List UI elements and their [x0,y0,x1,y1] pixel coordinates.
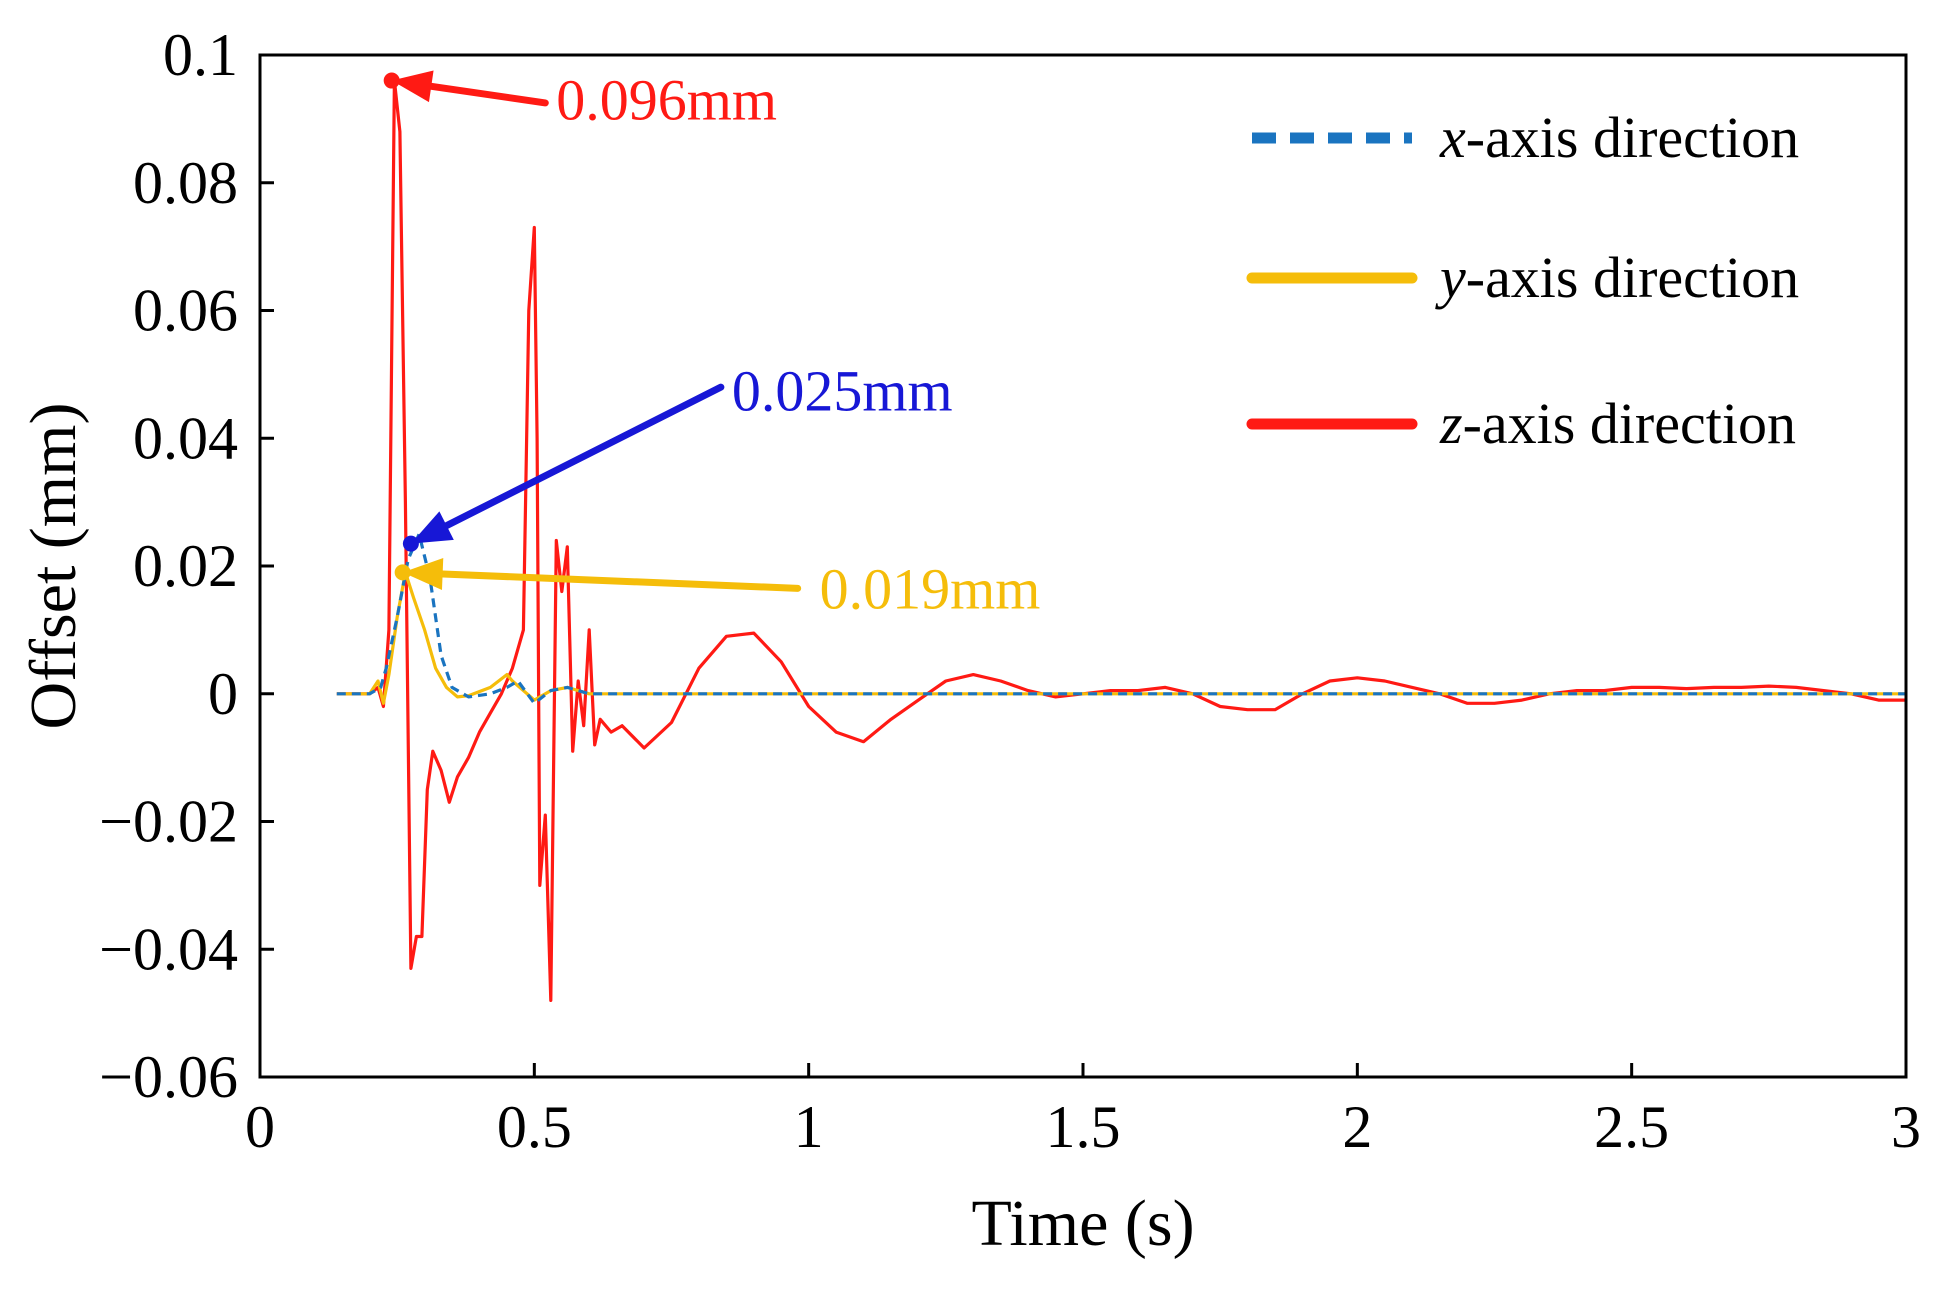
annotation-arrow-head [402,558,444,590]
x-tick-label: 3 [1891,1094,1921,1160]
y-tick-label: 0.04 [133,405,238,471]
annotation-label: 0.096mm [556,68,777,133]
x-tick-label: 0.5 [497,1094,572,1160]
annotation-arrow-head [410,511,454,544]
y-tick-label: −0.04 [99,916,238,982]
annotation-label: 0.019mm [820,556,1041,621]
legend: x-axis direction y-axis direction z-axis d… [1246,105,1799,456]
annotation-arrow-shaft [427,82,549,107]
x-tick-label: 0 [245,1094,275,1160]
y-tick-label: 0.1 [163,22,238,88]
annotation-arrow-head [391,70,434,103]
y-tick-label: −0.06 [99,1044,238,1110]
annotation-arrow-shaft [443,383,725,530]
legend-label-z: z-axis direction [1439,391,1796,456]
x-tick-label: 2 [1342,1094,1372,1160]
x-tick-label: 2.5 [1594,1094,1669,1160]
y-tick-label: 0.02 [133,533,238,599]
y-axis-label: Offset (mm) [17,403,90,730]
annotation-marker [402,535,419,552]
y-tick-label: 0 [208,661,238,727]
annotation-marker [383,72,400,89]
legend-label-x: x-axis direction [1439,105,1799,170]
y-tick-label: 0.08 [133,150,238,216]
x-tick-label: 1.5 [1046,1094,1121,1160]
annotation-arrow-shaft [439,570,802,592]
x-axis-label: Time (s) [971,1187,1194,1260]
y-tick-label: 0.06 [133,278,238,344]
series-line-x [336,532,1906,705]
annotation-marker [394,564,411,581]
annotation-label: 0.025mm [732,358,953,423]
y-tick-label: −0.02 [99,789,238,855]
series-line-z [336,78,1906,1003]
x-tick-label: 1 [794,1094,824,1160]
legend-label-y: y-axis direction [1435,245,1799,310]
